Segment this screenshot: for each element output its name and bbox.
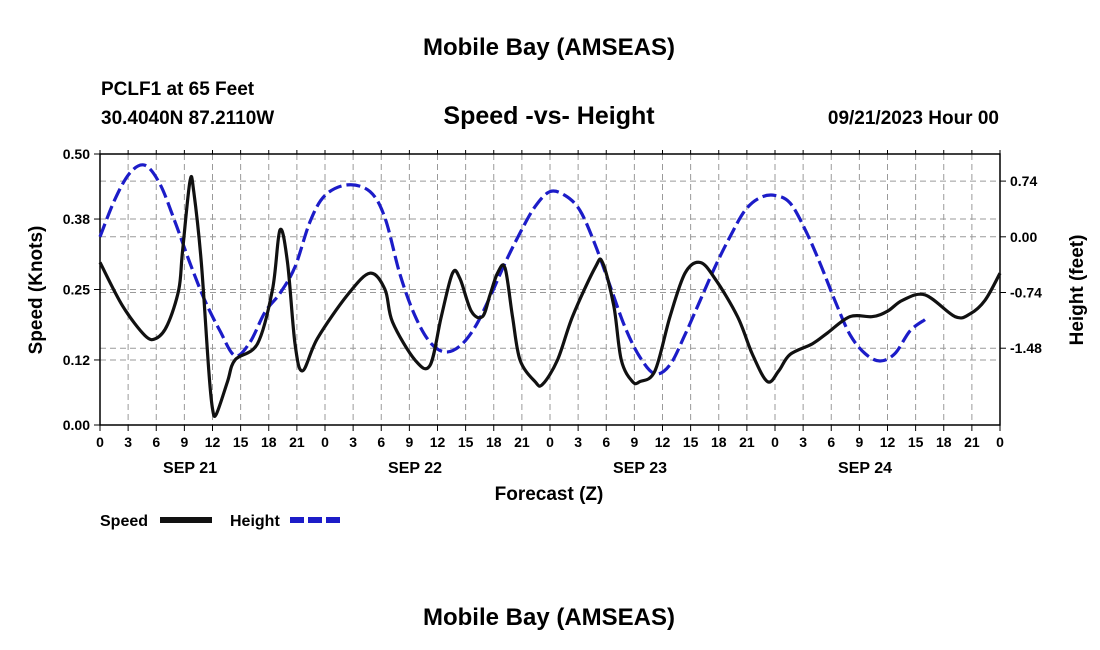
main-title: Mobile Bay (AMSEAS) [423, 34, 675, 61]
series-group [98, 163, 1002, 418]
x-tick-label: 12 [655, 434, 671, 450]
series-line-speed [98, 175, 1002, 418]
x-tick-label: 3 [574, 434, 582, 450]
right-tick-label: -0.74 [1010, 285, 1042, 301]
x-tick-label: 21 [964, 434, 980, 450]
chart-title: Speed -vs- Height [443, 102, 655, 130]
x-tick-label: 6 [602, 434, 610, 450]
right-tick-label: 0.74 [1010, 173, 1037, 189]
x-tick-label: 21 [289, 434, 305, 450]
x-tick-label: 12 [205, 434, 221, 450]
axes: 0 3 6 9 12 15 18 21 0 3 6 9 12 15 18 21 0 3 6 9 12 15 18 21 0 3 6 9… [63, 146, 1042, 477]
x-tick-label: 9 [180, 434, 188, 450]
left-axis-label: Speed (Knots) [26, 226, 47, 355]
x-tick-label: 12 [880, 434, 896, 450]
legend-speed-label: Speed [100, 513, 148, 530]
right-tick-label: 0.00 [1010, 229, 1037, 245]
x-day-label: SEP 24 [838, 460, 892, 477]
legend-height-label: Height [230, 513, 280, 530]
x-tick-label: 18 [711, 434, 727, 450]
footer-title: Mobile Bay (AMSEAS) [423, 604, 675, 631]
left-tick-label: 0.25 [63, 282, 90, 298]
x-tick-label: 21 [739, 434, 755, 450]
x-tick-label: 0 [996, 434, 1004, 450]
x-tick-label: 6 [377, 434, 385, 450]
station-label: PCLF1 at 65 Feet [101, 79, 255, 100]
x-tick-label: 15 [683, 434, 699, 450]
x-tick-label: 3 [799, 434, 807, 450]
x-tick-label: 0 [96, 434, 104, 450]
x-tick-label: 9 [630, 434, 638, 450]
right-tick-label: -1.48 [1010, 340, 1042, 356]
x-tick-label: 0 [771, 434, 779, 450]
x-tick-label: 21 [514, 434, 530, 450]
series-line-height [98, 163, 926, 376]
x-tick-label: 15 [908, 434, 924, 450]
x-tick-label: 6 [152, 434, 160, 450]
grid [100, 154, 1000, 425]
x-day-label: SEP 22 [388, 460, 442, 477]
x-tick-label: 12 [430, 434, 446, 450]
left-tick-label: 0.50 [63, 146, 90, 162]
left-tick-label: 0.00 [63, 417, 90, 433]
right-axis-label: Height (feet) [1067, 235, 1088, 346]
x-tick-label: 18 [936, 434, 952, 450]
left-tick-label: 0.12 [63, 352, 90, 368]
x-tick-label: 9 [405, 434, 413, 450]
x-tick-label: 15 [233, 434, 249, 450]
x-tick-label: 0 [321, 434, 329, 450]
forecast-datetime: 09/21/2023 Hour 00 [828, 108, 999, 129]
x-tick-label: 15 [458, 434, 474, 450]
x-day-label: SEP 23 [613, 460, 667, 477]
x-tick-label: 0 [546, 434, 554, 450]
x-tick-label: 3 [349, 434, 357, 450]
x-tick-label: 18 [486, 434, 502, 450]
x-tick-label: 6 [827, 434, 835, 450]
left-tick-label: 0.38 [63, 211, 90, 227]
x-axis-label: Forecast (Z) [495, 484, 604, 505]
station-coords: 30.4040N 87.2110W [101, 108, 274, 129]
x-tick-label: 3 [124, 434, 132, 450]
x-tick-label: 18 [261, 434, 277, 450]
x-day-label: SEP 21 [163, 460, 217, 477]
x-tick-label: 9 [855, 434, 863, 450]
